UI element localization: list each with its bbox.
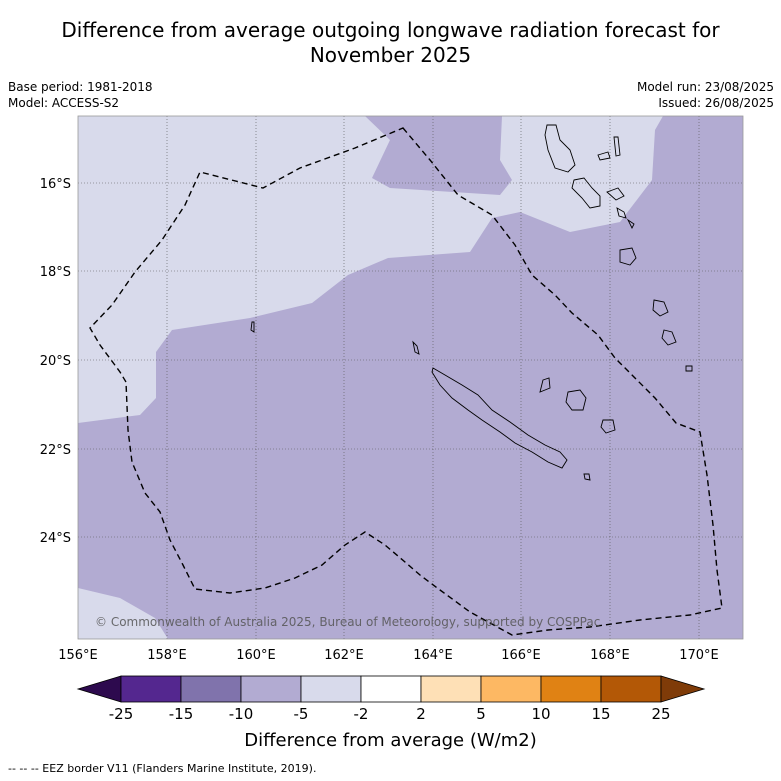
lon-labels: 156°E 158°E 160°E 162°E 164°E 166°E 168°… (58, 648, 719, 663)
copyright-notice: © Commonwealth of Australia 2025, Bureau… (95, 615, 600, 629)
colorbar-swatch-9 (600, 675, 662, 703)
lon-label-166e: 166°E (501, 648, 541, 663)
colorbar-tick: 15 (591, 705, 611, 723)
colorbar-tick: 5 (476, 705, 486, 723)
colorbar-tick: 2 (416, 705, 426, 723)
lon-label-170e: 170°E (679, 648, 719, 663)
colorbar-tick: -5 (293, 705, 309, 723)
colorbar (76, 675, 706, 703)
anomaly-field-light-south (78, 588, 168, 639)
lon-label-158e: 158°E (147, 648, 187, 663)
lat-label-18s: 18°S (40, 265, 71, 280)
map-area (78, 116, 743, 639)
model-run: Model run: 23/08/2025 (636, 80, 774, 94)
map-title: Difference from average outgoing longwav… (0, 18, 781, 68)
colorbar-swatch-2 (180, 675, 242, 703)
model-name: Model: ACCESS-S2 (8, 96, 120, 110)
lat-label-24s: 24°S (40, 531, 71, 546)
eez-border (89, 127, 723, 636)
colorbar-tick: 10 (531, 705, 551, 723)
colorbar-title: Difference from average (W/m2) (244, 730, 537, 751)
colorbar-swatch-8 (540, 675, 602, 703)
lon-label-162e: 162°E (324, 648, 364, 663)
lon-label-156e: 156°E (58, 648, 98, 663)
anomaly-field-light-west (78, 116, 663, 423)
colorbar-swatch-3 (240, 675, 302, 703)
colorbar-tick: -15 (168, 705, 194, 723)
chesterfield-reef (250, 321, 255, 333)
meta-right: Model run: 23/08/2025 Issued: 26/08/2025 (637, 79, 774, 111)
colorbar-swatch-7 (480, 675, 542, 703)
lat-labels: 16°S 18°S 20°S 22°S 24°S (40, 177, 71, 546)
map-title-line-1: Difference from average outgoing longwav… (61, 18, 720, 42)
ouvea-island (539, 377, 551, 393)
vanuatu-islands (544, 124, 693, 372)
lifou-island (565, 389, 587, 411)
colorbar-tick: -25 (108, 705, 134, 723)
colorbar-swatch-0 (76, 675, 122, 703)
belep-islands (412, 340, 420, 355)
map-title-line-2: November 2025 (309, 43, 472, 67)
lon-label-160e: 160°E (236, 648, 276, 663)
colorbar-swatch-4 (300, 675, 362, 703)
lat-label-22s: 22°S (40, 443, 71, 458)
colorbar-tick: 25 (651, 705, 671, 723)
colorbar-swatch-6 (420, 675, 482, 703)
map-frame (77, 115, 744, 640)
eez-footnote: -- -- -- EEZ border V11 (Flanders Marine… (8, 762, 317, 775)
isle-of-pines (583, 473, 591, 481)
lon-label-164e: 164°E (413, 648, 453, 663)
lon-label-168e: 168°E (590, 648, 630, 663)
colorbar-tick: -10 (228, 705, 254, 723)
new-caledonia-mainland (431, 367, 568, 469)
colorbar-swatch-1 (120, 675, 182, 703)
colorbar-swatch-5 (360, 675, 422, 703)
lat-label-16s: 16°S (40, 177, 71, 192)
colorbar-swatch-10 (660, 675, 706, 703)
meta-left: Base period: 1981-2018 Model: ACCESS-S2 (8, 79, 153, 111)
mare-island (600, 419, 616, 434)
lat-label-20s: 20°S (40, 354, 71, 369)
colorbar-tick: -2 (353, 705, 369, 723)
issued-date: Issued: 26/08/2025 (658, 96, 774, 110)
graticule (78, 116, 743, 639)
base-period: Base period: 1981-2018 (8, 80, 153, 94)
